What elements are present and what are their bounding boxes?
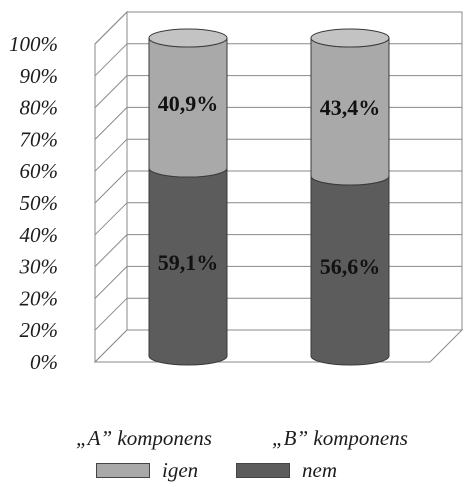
y-tick-label: 0% [30,350,58,374]
y-tick-label: 80% [20,96,59,120]
gridline-side [94,11,128,45]
bar-cap [148,28,228,48]
y-tick-label: 20% [20,286,59,310]
bar-cap [310,28,390,48]
data-label-igen: 43,4% [320,95,381,120]
y-tick-label: 90% [20,64,59,88]
legend-category-b: „B” komponens [272,426,408,450]
legend-label-nem: nem [302,458,337,482]
gridline-side [94,107,128,140]
gridline-side [94,234,128,267]
gridline-side [94,138,128,172]
y-tick-label: 50% [20,191,59,215]
gridline-side [94,170,128,204]
y-tick-label: 20% [20,318,59,342]
data-label-nem: 56,6% [320,254,381,279]
gridline-side [94,297,128,331]
y-tick-label: 40% [20,223,59,247]
legend-label-igen: igen [162,458,199,482]
data-label-igen: 40,9% [158,91,219,116]
data-label-nem: 59,1% [158,250,219,275]
legend-category-a: „A” komponens [76,426,212,450]
gridline-side [94,43,128,77]
gridline-side [94,266,128,299]
y-tick-label: 70% [20,127,59,151]
legend-swatch-igen [96,463,150,478]
legend-swatch-nem [236,463,290,478]
y-tick-label: 100% [9,32,58,56]
chart: 0% 20% 20% 30% 40% 50% 60% 70% 80% 90% 100% 59,1% 40… [9,10,464,374]
y-tick-label: 30% [19,255,59,279]
y-tick-label: 60% [20,159,59,183]
gridline-side [94,75,128,108]
legend: „A” komponens „B” komponens igen nem [0,418,465,487]
gridline-side [94,202,128,236]
